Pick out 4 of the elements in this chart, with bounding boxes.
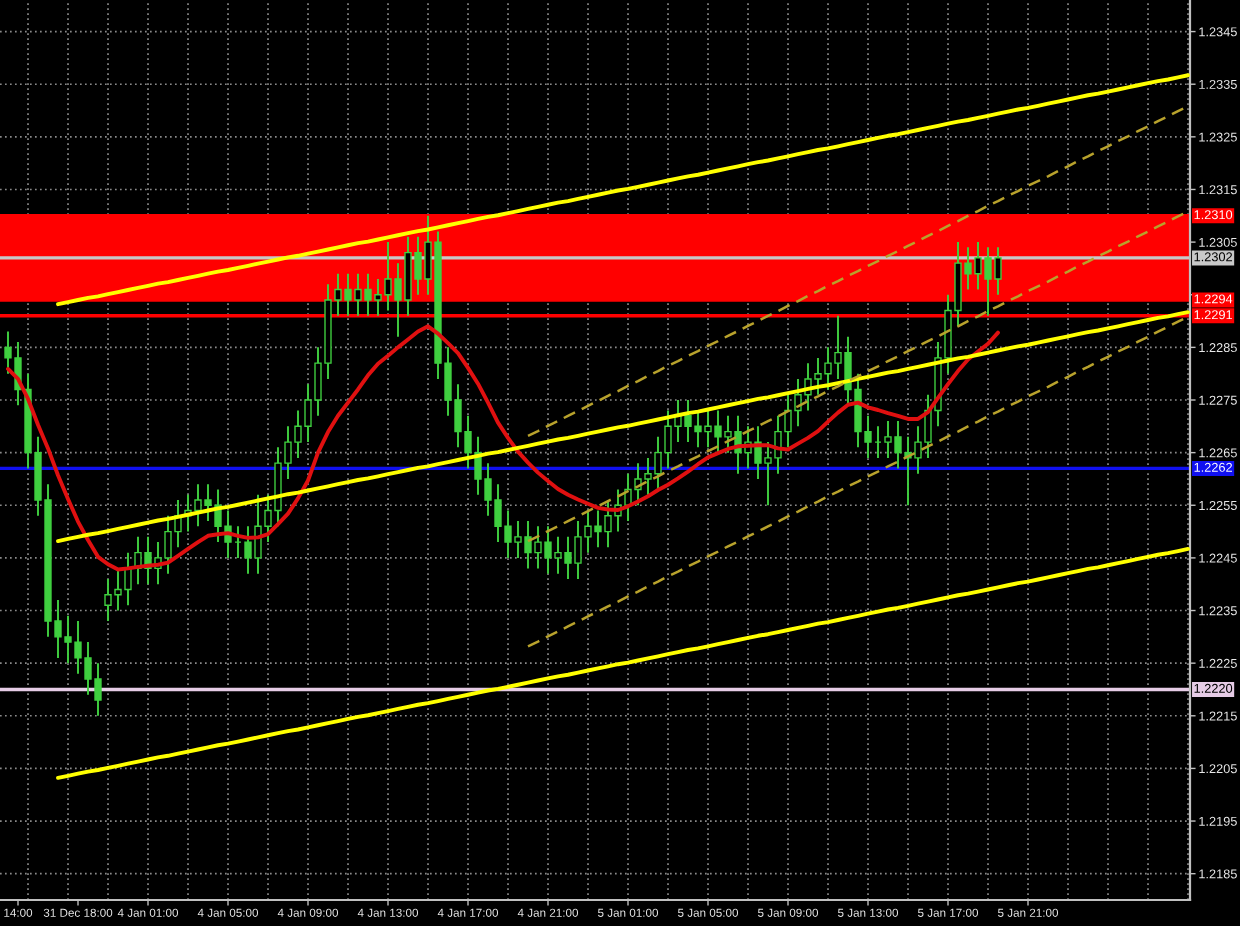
- line-series: [526, 105, 1190, 438]
- line-series: [56, 547, 1190, 780]
- line-series: [56, 310, 1190, 543]
- line-series: [56, 73, 1190, 307]
